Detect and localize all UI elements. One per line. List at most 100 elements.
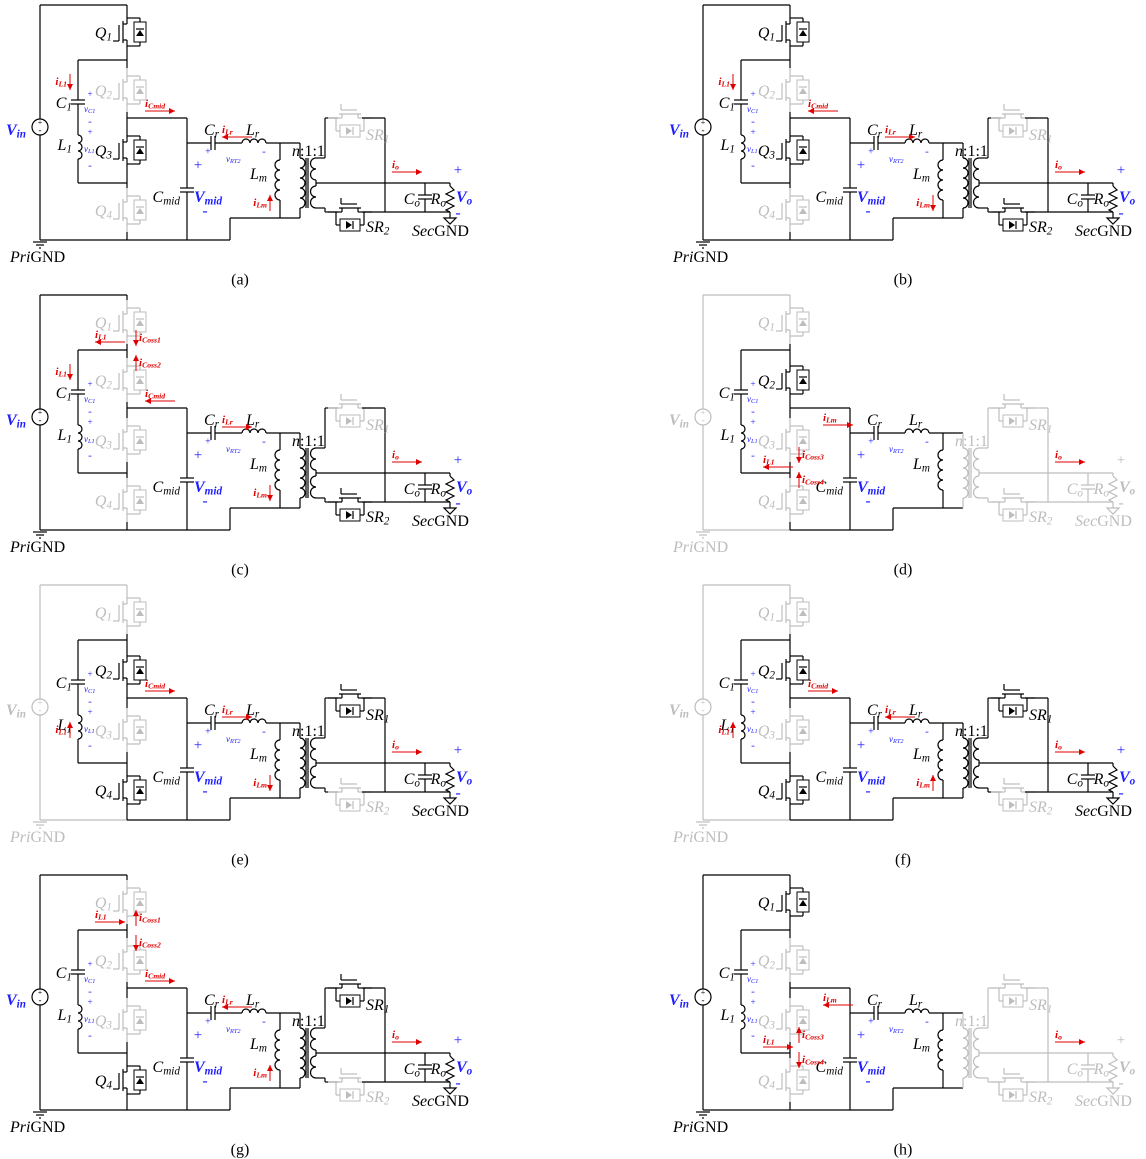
label: PriGND — [672, 539, 728, 556]
label: iLr — [885, 124, 897, 137]
label: iL1 — [55, 366, 67, 379]
label-main: C — [153, 479, 164, 496]
label-main: Sec — [1075, 513, 1097, 530]
label-plain: :1:1 — [963, 1013, 988, 1030]
label-main: C — [56, 965, 67, 982]
polarity-sign: + — [454, 162, 462, 178]
label-sub: r — [878, 418, 883, 430]
label-sub: r — [918, 418, 923, 430]
label: Q3 — [95, 433, 113, 451]
polarity-sign: - — [751, 116, 755, 128]
polarity-sign: - — [39, 705, 42, 715]
polarity-sign: - — [455, 1075, 460, 1092]
mosfet — [113, 188, 146, 232]
polarity-sign: + — [750, 959, 755, 969]
polarity-sign: - — [202, 783, 207, 800]
caption: (g) — [231, 1142, 250, 1159]
label: iLm — [253, 1067, 267, 1080]
label-main: SR — [1029, 707, 1047, 724]
figure: VinQ1Q2Q3Q4C1L1vC1vL1CrLrvRT2LmCmidVmidn… — [0, 0, 1146, 1159]
label-sub: L1 — [720, 727, 730, 736]
label: iCmid — [145, 388, 165, 401]
mosfet-diode — [1009, 511, 1015, 519]
mosfet-diode — [799, 438, 807, 444]
polarity-sign: - — [39, 415, 42, 425]
label-sub: 1 — [769, 321, 775, 333]
mosfet-diode — [799, 900, 807, 906]
mosfet-diode — [136, 320, 144, 326]
label: iCmid — [808, 678, 828, 691]
label-main: Q — [758, 895, 770, 912]
polarity-sign: - — [262, 1016, 266, 1028]
polarity-sign: - — [88, 450, 92, 462]
polarity-sign: - — [865, 203, 870, 220]
mosfet-diode — [799, 498, 807, 504]
label-main: C — [404, 481, 415, 498]
polarity-sign: - — [262, 146, 266, 158]
label-sub: Cmid — [148, 681, 165, 690]
label-sub: 1 — [729, 143, 735, 155]
label-sub: 2 — [1047, 1095, 1053, 1107]
mosfet — [776, 188, 809, 232]
label: SR1 — [366, 127, 389, 145]
label-plain: :1:1 — [300, 723, 325, 740]
label: Cr — [867, 122, 883, 140]
label-main: R — [430, 1061, 441, 1078]
label-main: L — [249, 746, 259, 763]
label-sub: r — [215, 128, 220, 140]
label-sub: 1 — [729, 681, 735, 693]
label-sub: L1 — [765, 1037, 775, 1046]
label: io — [392, 159, 399, 172]
label-main: n — [292, 143, 300, 160]
label-sub: 4 — [769, 1079, 775, 1091]
label-plain: GND — [434, 1093, 469, 1110]
inductor — [311, 448, 317, 470]
mosfet-diode — [346, 707, 352, 715]
label: Q1 — [758, 25, 775, 43]
polarity-sign: - — [751, 986, 755, 998]
label-main: L — [720, 427, 730, 444]
label-main: Pri — [9, 1119, 30, 1136]
label-main: C — [204, 412, 215, 429]
polarity-sign: - — [455, 495, 460, 512]
label-sub: 2 — [106, 89, 112, 101]
label-sub: 1 — [1047, 423, 1053, 435]
polarity-sign: - — [751, 1030, 755, 1042]
inductor — [963, 448, 968, 498]
label-sub: mid — [826, 485, 843, 497]
label: Vmid — [857, 479, 885, 497]
label: n:1:1 — [955, 433, 988, 450]
label: PriGND — [672, 1119, 728, 1136]
label-main: SR — [366, 997, 384, 1014]
label-main: Pri — [9, 249, 30, 266]
label: SR1 — [1029, 997, 1052, 1015]
label-main: Q — [758, 25, 770, 42]
label-sub: o — [440, 1067, 446, 1079]
label: C1 — [56, 385, 72, 403]
label-sub: r — [255, 418, 260, 430]
label-main: SR — [366, 219, 384, 236]
label-sub: 3 — [105, 1019, 112, 1031]
label: io — [392, 739, 399, 752]
label-main: Q — [758, 433, 770, 450]
label: Lm — [912, 456, 930, 474]
inductor — [78, 1005, 82, 1029]
inductor — [974, 1028, 980, 1050]
label-sub: o — [414, 777, 420, 789]
label-sub: 1 — [769, 611, 775, 623]
label-main: Q — [95, 373, 107, 390]
current-arrowhead — [267, 785, 273, 791]
label-main: C — [153, 1059, 164, 1076]
label: vC1 — [84, 394, 95, 405]
label: Co — [404, 191, 421, 209]
mosfet — [776, 68, 809, 112]
label-sub: 3 — [768, 149, 775, 161]
label: Vin — [669, 122, 689, 140]
mosfet-diode — [346, 1091, 352, 1099]
polarity-sign: + — [750, 379, 755, 389]
label-main: Q — [95, 663, 107, 680]
inductor — [938, 160, 943, 200]
label-sub: 2 — [106, 959, 112, 971]
label-sub: RT2 — [229, 448, 241, 455]
label: Ro — [430, 481, 447, 499]
